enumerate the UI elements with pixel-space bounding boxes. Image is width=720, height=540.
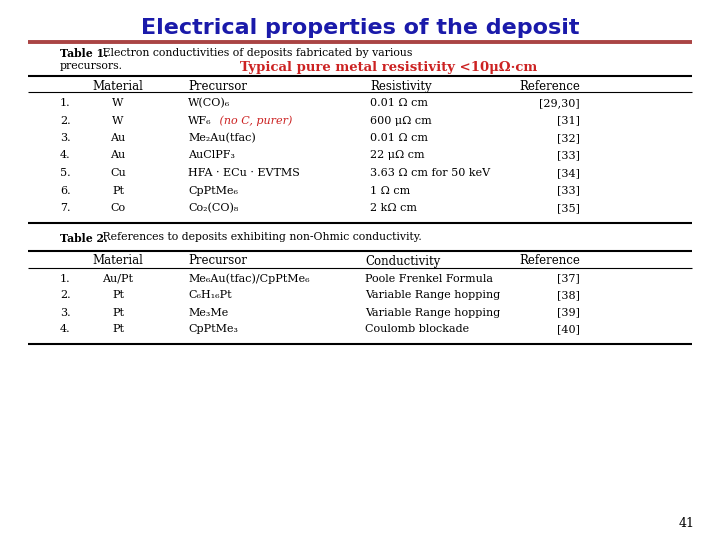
- Text: Resistivity: Resistivity: [370, 80, 431, 93]
- Text: 3.: 3.: [60, 307, 71, 318]
- Text: Table 1.: Table 1.: [60, 48, 108, 59]
- Text: Material: Material: [93, 254, 143, 267]
- Text: 6.: 6.: [60, 186, 71, 195]
- Text: [34]: [34]: [557, 168, 580, 178]
- Text: W: W: [112, 98, 124, 108]
- Text: Au: Au: [110, 133, 125, 143]
- Text: 3.: 3.: [60, 133, 71, 143]
- Text: [33]: [33]: [557, 151, 580, 160]
- Text: HFA · ECu · EVTMS: HFA · ECu · EVTMS: [188, 168, 300, 178]
- Text: Typical pure metal resistivity <10μΩ·cm: Typical pure metal resistivity <10μΩ·cm: [240, 61, 537, 74]
- Text: W: W: [112, 116, 124, 125]
- Text: Me₆Au(tfac)/CpPtMe₆: Me₆Au(tfac)/CpPtMe₆: [188, 273, 310, 284]
- Text: Poole Frenkel Formula: Poole Frenkel Formula: [365, 273, 493, 284]
- Text: 1.: 1.: [60, 98, 71, 108]
- Text: Co₂(CO)₈: Co₂(CO)₈: [188, 203, 238, 213]
- Text: 0.01 Ω cm: 0.01 Ω cm: [370, 133, 428, 143]
- Text: Au/Pt: Au/Pt: [102, 273, 133, 284]
- Text: [37]: [37]: [557, 273, 580, 284]
- Text: Precursor: Precursor: [188, 80, 247, 93]
- Text: 1.: 1.: [60, 273, 71, 284]
- Text: 2.: 2.: [60, 291, 71, 300]
- Text: Precursor: Precursor: [188, 254, 247, 267]
- Text: 41: 41: [679, 517, 695, 530]
- Text: (no C, purer): (no C, purer): [216, 116, 292, 126]
- Text: Table 2.: Table 2.: [60, 233, 108, 244]
- Text: Au: Au: [110, 151, 125, 160]
- Text: Me₃Me: Me₃Me: [188, 307, 228, 318]
- Text: C₆H₁₆Pt: C₆H₁₆Pt: [188, 291, 232, 300]
- Text: precursors.: precursors.: [60, 61, 123, 71]
- Text: Reference: Reference: [519, 80, 580, 93]
- Text: 1 Ω cm: 1 Ω cm: [370, 186, 410, 195]
- Text: Pt: Pt: [112, 186, 124, 195]
- Text: 7.: 7.: [60, 203, 71, 213]
- Text: 600 μΩ cm: 600 μΩ cm: [370, 116, 432, 125]
- Text: 5.: 5.: [60, 168, 71, 178]
- Text: 22 μΩ cm: 22 μΩ cm: [370, 151, 425, 160]
- Text: [40]: [40]: [557, 325, 580, 334]
- Text: Co: Co: [110, 203, 125, 213]
- Text: Pt: Pt: [112, 291, 124, 300]
- Text: Pt: Pt: [112, 325, 124, 334]
- Text: AuClPF₃: AuClPF₃: [188, 151, 235, 160]
- Text: Reference: Reference: [519, 254, 580, 267]
- Text: WF₆: WF₆: [188, 116, 212, 125]
- Text: References to deposits exhibiting non-Ohmic conductivity.: References to deposits exhibiting non-Oh…: [92, 233, 422, 242]
- Text: CpPtMe₃: CpPtMe₃: [188, 325, 238, 334]
- Text: Me₂Au(tfac): Me₂Au(tfac): [188, 133, 256, 143]
- Text: Variable Range hopping: Variable Range hopping: [365, 307, 500, 318]
- Text: Variable Range hopping: Variable Range hopping: [365, 291, 500, 300]
- Text: [39]: [39]: [557, 307, 580, 318]
- Text: [33]: [33]: [557, 186, 580, 195]
- Text: 2.: 2.: [60, 116, 71, 125]
- Text: [32]: [32]: [557, 133, 580, 143]
- Text: Cu: Cu: [110, 168, 126, 178]
- Text: [29,30]: [29,30]: [539, 98, 580, 108]
- Text: W(CO)₆: W(CO)₆: [188, 98, 230, 109]
- Text: CpPtMe₆: CpPtMe₆: [188, 186, 238, 195]
- Text: 2 kΩ cm: 2 kΩ cm: [370, 203, 417, 213]
- Text: [31]: [31]: [557, 116, 580, 125]
- Text: 0.01 Ω cm: 0.01 Ω cm: [370, 98, 428, 108]
- Text: [38]: [38]: [557, 291, 580, 300]
- Text: Coulomb blockade: Coulomb blockade: [365, 325, 469, 334]
- Text: Material: Material: [93, 80, 143, 93]
- Text: 4.: 4.: [60, 151, 71, 160]
- Text: Electron conductivities of deposits fabricated by various: Electron conductivities of deposits fabr…: [92, 48, 413, 58]
- Text: Pt: Pt: [112, 307, 124, 318]
- Text: [35]: [35]: [557, 203, 580, 213]
- Text: 4.: 4.: [60, 325, 71, 334]
- Text: Conductivity: Conductivity: [365, 254, 440, 267]
- Text: 3.63 Ω cm for 50 keV: 3.63 Ω cm for 50 keV: [370, 168, 490, 178]
- Text: Electrical properties of the deposit: Electrical properties of the deposit: [140, 18, 580, 38]
